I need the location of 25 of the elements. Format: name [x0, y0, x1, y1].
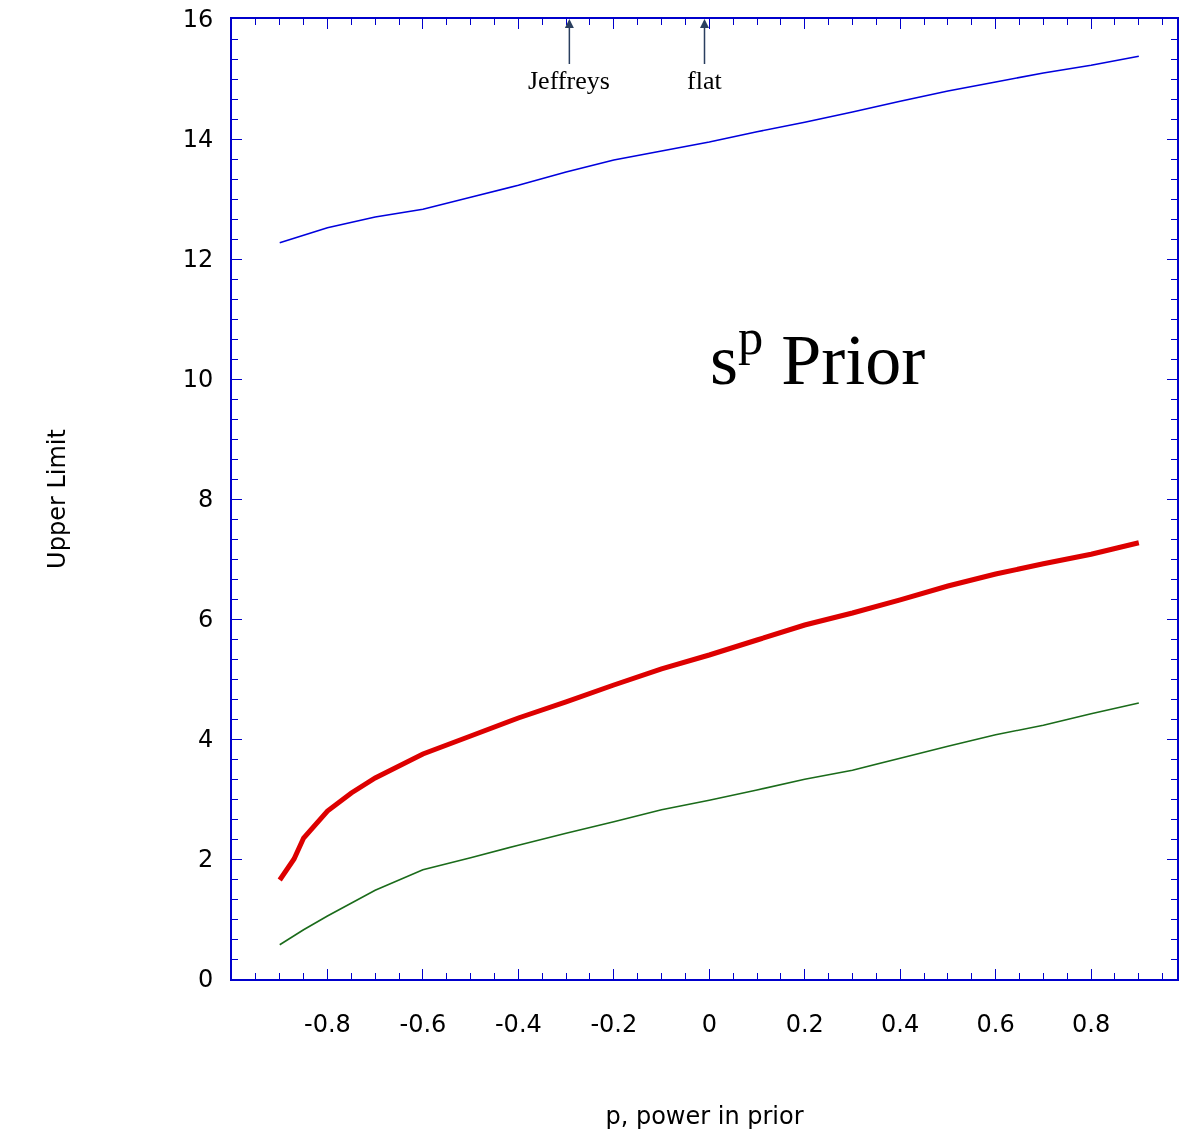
x-tick-label: 0.4 — [881, 1009, 920, 1038]
annotation: flat — [687, 66, 723, 95]
x-tick-label: 0.8 — [1072, 1009, 1111, 1038]
y-tick-label: 8 — [197, 485, 214, 514]
annotation: s$^{p}$ Prior — [710, 309, 926, 401]
y-tick-label: 10 — [182, 365, 214, 394]
annotation: Jeffreys — [528, 66, 610, 95]
y-tick-label: 16 — [182, 5, 214, 34]
x-tick-label: -0.2 — [590, 1009, 638, 1038]
x-tick-label: 0.2 — [785, 1009, 824, 1038]
x-axis-title: p, power in prior — [605, 1101, 804, 1130]
x-tick-label: 0.6 — [976, 1009, 1015, 1038]
y-tick-label: 2 — [197, 845, 214, 874]
y-tick-label: 0 — [197, 965, 214, 994]
y-tick-label: 4 — [197, 725, 214, 754]
x-tick-label: 0 — [701, 1009, 717, 1038]
y-tick-label: 14 — [182, 125, 214, 154]
line-series — [278, 702, 1140, 946]
x-tick-label: -0.6 — [399, 1009, 447, 1038]
x-tick-label: -0.4 — [494, 1009, 542, 1038]
y-axis-title: Upper Limit — [43, 429, 72, 569]
y-tick-label: 6 — [197, 605, 214, 634]
y-tick-label: 12 — [182, 245, 214, 274]
line-series — [278, 55, 1140, 244]
x-tick-label: -0.8 — [304, 1009, 351, 1038]
